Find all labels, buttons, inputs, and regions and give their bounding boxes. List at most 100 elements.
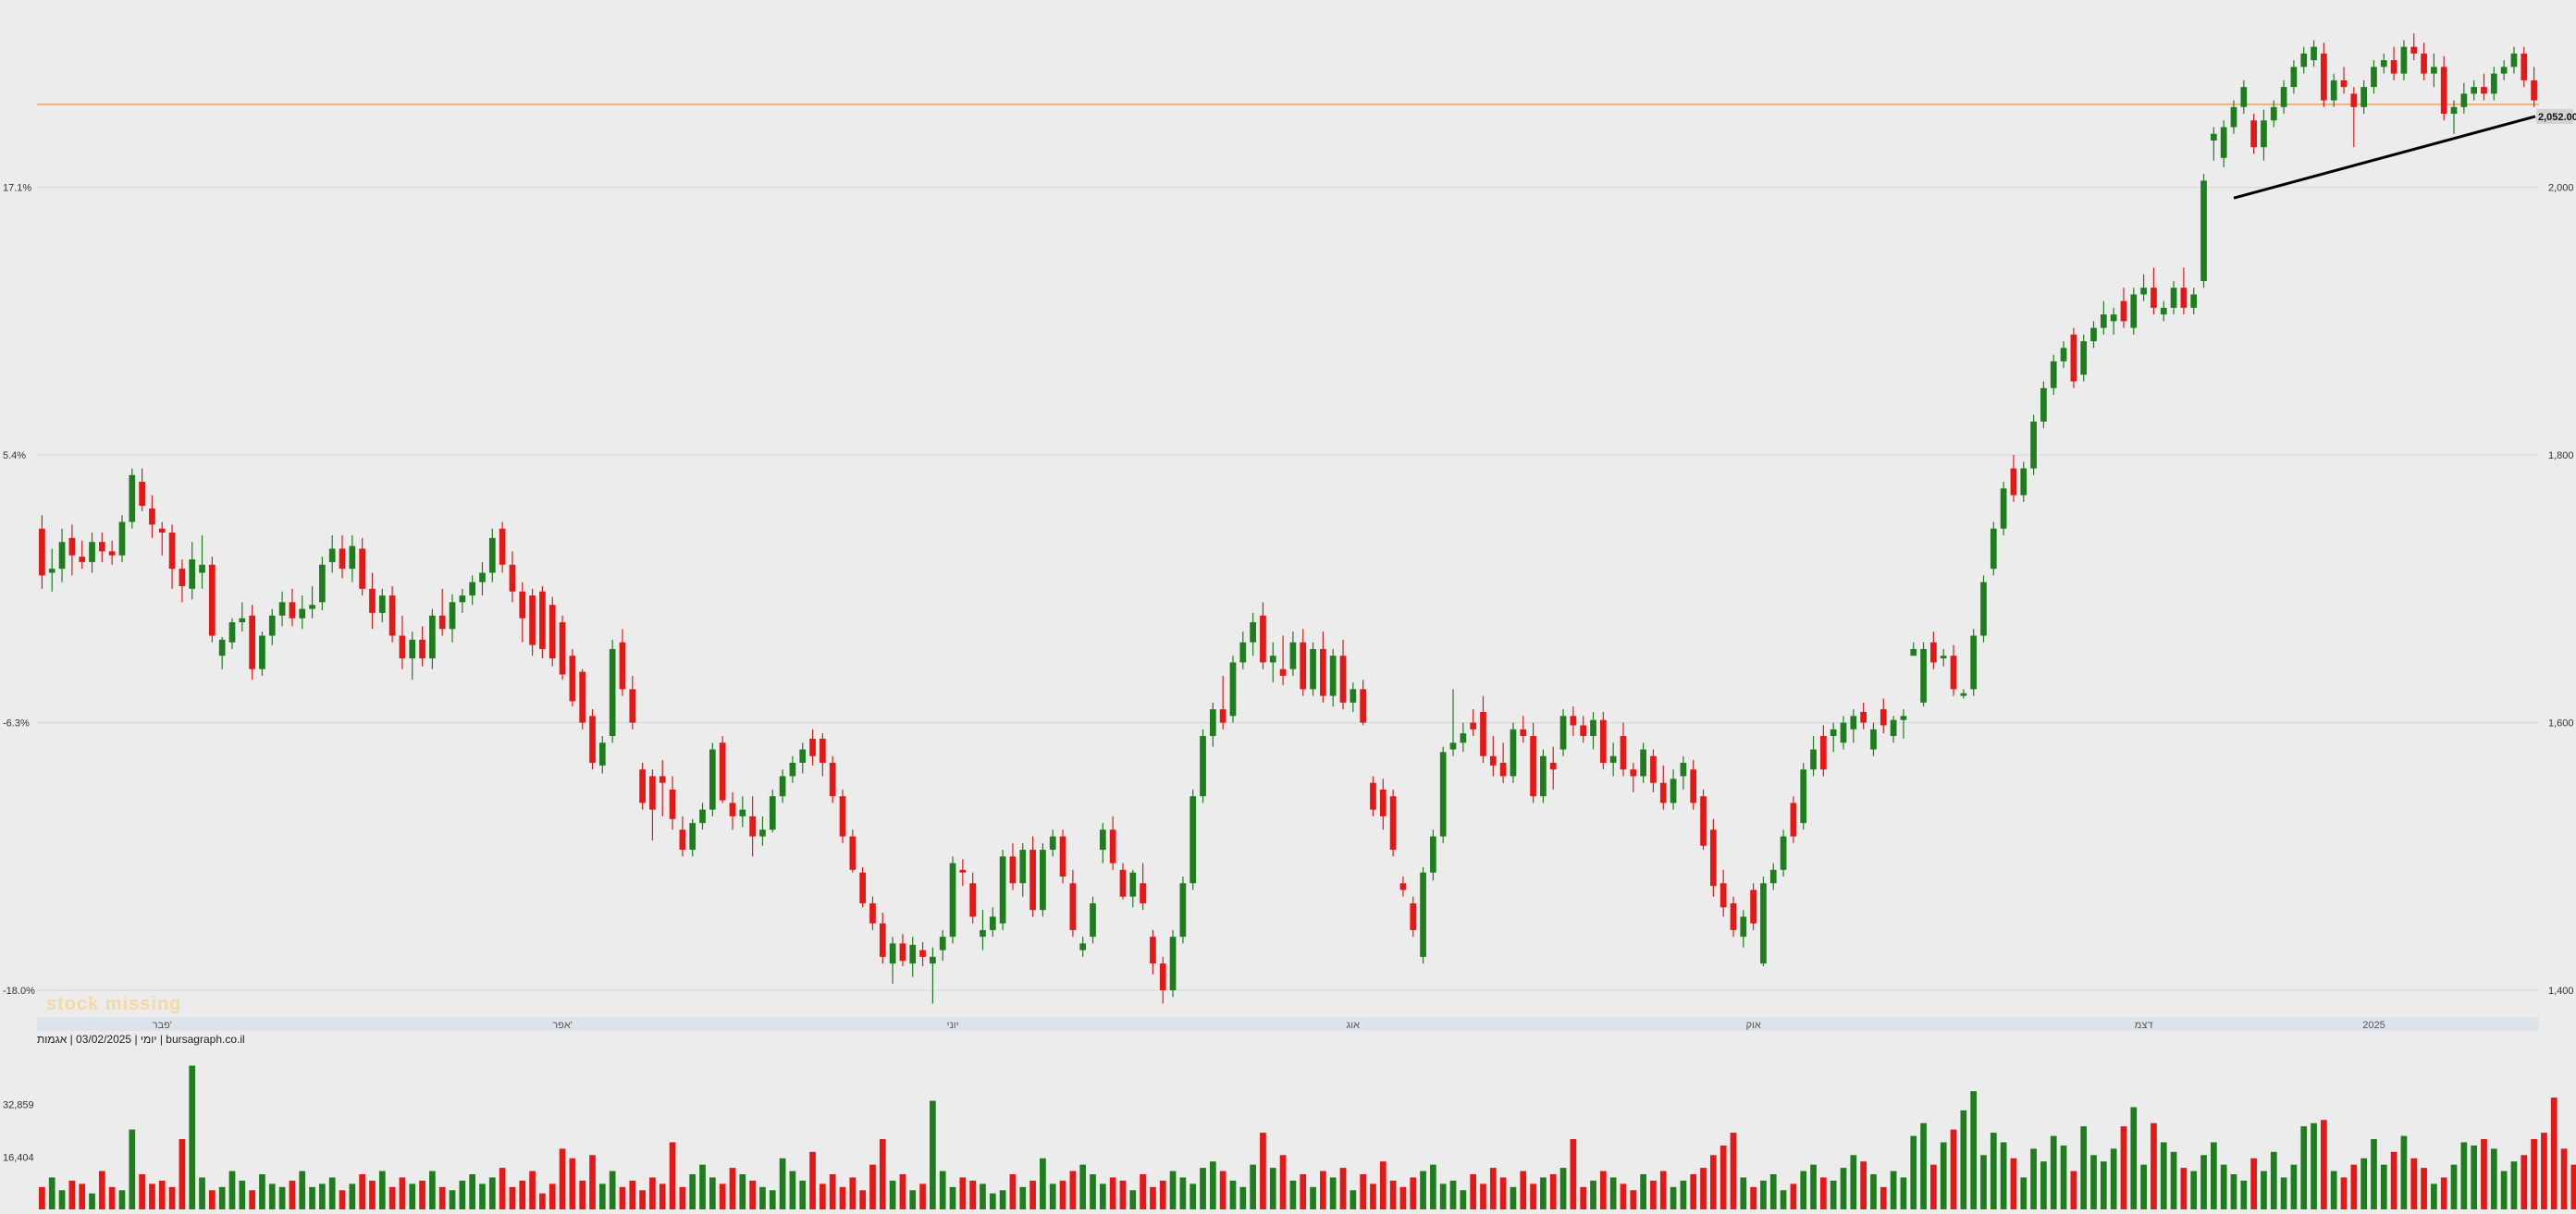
volume-bar <box>2130 1107 2138 1209</box>
candle-body <box>449 602 456 630</box>
candle-body <box>2261 120 2267 148</box>
candle-body <box>1510 729 1517 777</box>
candle-body <box>2371 67 2377 88</box>
volume-bar <box>899 1174 906 1209</box>
volume-bar <box>569 1158 576 1209</box>
volume-bar <box>1880 1186 1887 1209</box>
candle-body <box>1559 716 1567 750</box>
volume-bar <box>1530 1183 1536 1209</box>
volume-bar <box>949 1186 956 1209</box>
candle-body <box>1620 736 1627 770</box>
volume-bar <box>548 1183 556 1209</box>
candle-body <box>1159 963 1166 991</box>
candle-body <box>1970 635 1978 690</box>
candle-body <box>2330 80 2337 101</box>
candle-body <box>889 943 896 964</box>
volume-bar <box>869 1164 876 1209</box>
candle-body <box>2090 327 2097 342</box>
candle-body <box>629 689 636 723</box>
volume-bar <box>519 1180 526 1209</box>
volume-bar <box>299 1171 306 1209</box>
candle-body <box>1740 916 1747 938</box>
volume-bar <box>1049 1183 1056 1209</box>
candle-body <box>1009 856 1017 884</box>
candle-body <box>699 809 706 824</box>
volume-bar <box>2330 1171 2337 1209</box>
last-price-box <box>2536 108 2573 124</box>
volume-bar <box>2380 1164 2387 1209</box>
candle-body <box>1640 749 1646 777</box>
candle-body <box>228 622 236 643</box>
volume-bar <box>669 1142 676 1209</box>
volume-bar <box>2240 1180 2248 1209</box>
candle-body <box>218 639 226 656</box>
volume-bar <box>2311 1122 2317 1209</box>
candle-body <box>899 943 906 962</box>
candle-body <box>328 548 336 562</box>
candle-body <box>2390 60 2397 74</box>
volume-bar <box>1389 1180 1397 1209</box>
volume-bar <box>388 1186 396 1209</box>
candle-body <box>1760 883 1767 964</box>
candle-body <box>319 564 326 603</box>
candle-body <box>649 776 656 810</box>
candle-body <box>639 769 646 803</box>
candle-body <box>1229 662 1237 717</box>
price-axes: 2,000 1,800 1,600 1,400 17.1% 5.4% -6.3% -18.0% <box>3 183 2574 997</box>
volume-bar <box>1840 1168 1847 1209</box>
candle-body <box>208 564 216 636</box>
volume-bar <box>999 1190 1006 1209</box>
candle-body <box>619 642 626 690</box>
volume-bar <box>1069 1171 1077 1209</box>
volume-bar <box>1159 1180 1166 1209</box>
volume-bar <box>1499 1177 1507 1209</box>
candle-body <box>2280 87 2287 107</box>
candle-body <box>118 521 126 556</box>
candle-body <box>1860 712 1867 723</box>
month-label: אוג <box>1347 1020 1361 1031</box>
volume-bar <box>1810 1164 1817 1209</box>
volume-bar <box>1169 1171 1177 1209</box>
volume-bar <box>1900 1177 1907 1209</box>
volume-bar <box>779 1158 786 1209</box>
candle-body <box>2360 87 2368 107</box>
volume-bar <box>689 1174 696 1209</box>
volume-bar <box>2410 1158 2418 1209</box>
volume-bar <box>1140 1174 1146 1209</box>
volume-bar <box>2481 1139 2487 1209</box>
candle-body <box>548 605 556 659</box>
volume-bar <box>539 1193 546 1209</box>
volume-bars <box>39 1065 2576 1209</box>
volume-bar <box>1269 1168 1276 1209</box>
candle-body <box>679 829 686 851</box>
volume-bar <box>1379 1161 1387 1209</box>
chart-info-line: יומי | 03/02/2025 | אגמות | bursagraph.c… <box>37 1033 245 1046</box>
percent-tick-label: 5.4% <box>3 450 26 461</box>
candle-body <box>1489 755 1497 766</box>
volume-bar <box>2390 1151 2397 1209</box>
volume-bar <box>2060 1145 2067 1209</box>
volume-bar <box>1350 1190 1357 1209</box>
volume-bar <box>48 1177 55 1209</box>
volume-bar <box>1850 1155 1857 1209</box>
candle-body <box>2060 348 2067 362</box>
volume-bar <box>1339 1168 1347 1209</box>
candle-body <box>1680 763 1687 777</box>
candle-body <box>1609 755 1617 763</box>
candle-body <box>48 569 55 573</box>
volume-bar <box>1910 1135 1917 1209</box>
volume-bar <box>1980 1155 1987 1209</box>
candle-body <box>949 863 956 938</box>
candle-body <box>2050 361 2057 388</box>
candle-body <box>299 608 306 619</box>
month-label: 2025 <box>2362 1020 2385 1031</box>
candle-body <box>2190 294 2198 308</box>
candle-body <box>1099 829 1106 851</box>
candle-body <box>1830 729 1837 737</box>
candle-body <box>719 742 726 801</box>
volume-bar <box>2020 1177 2028 1209</box>
candle-body <box>1990 528 1997 570</box>
month-label: פבר' <box>153 1020 172 1031</box>
volume-bar <box>2360 1158 2368 1209</box>
